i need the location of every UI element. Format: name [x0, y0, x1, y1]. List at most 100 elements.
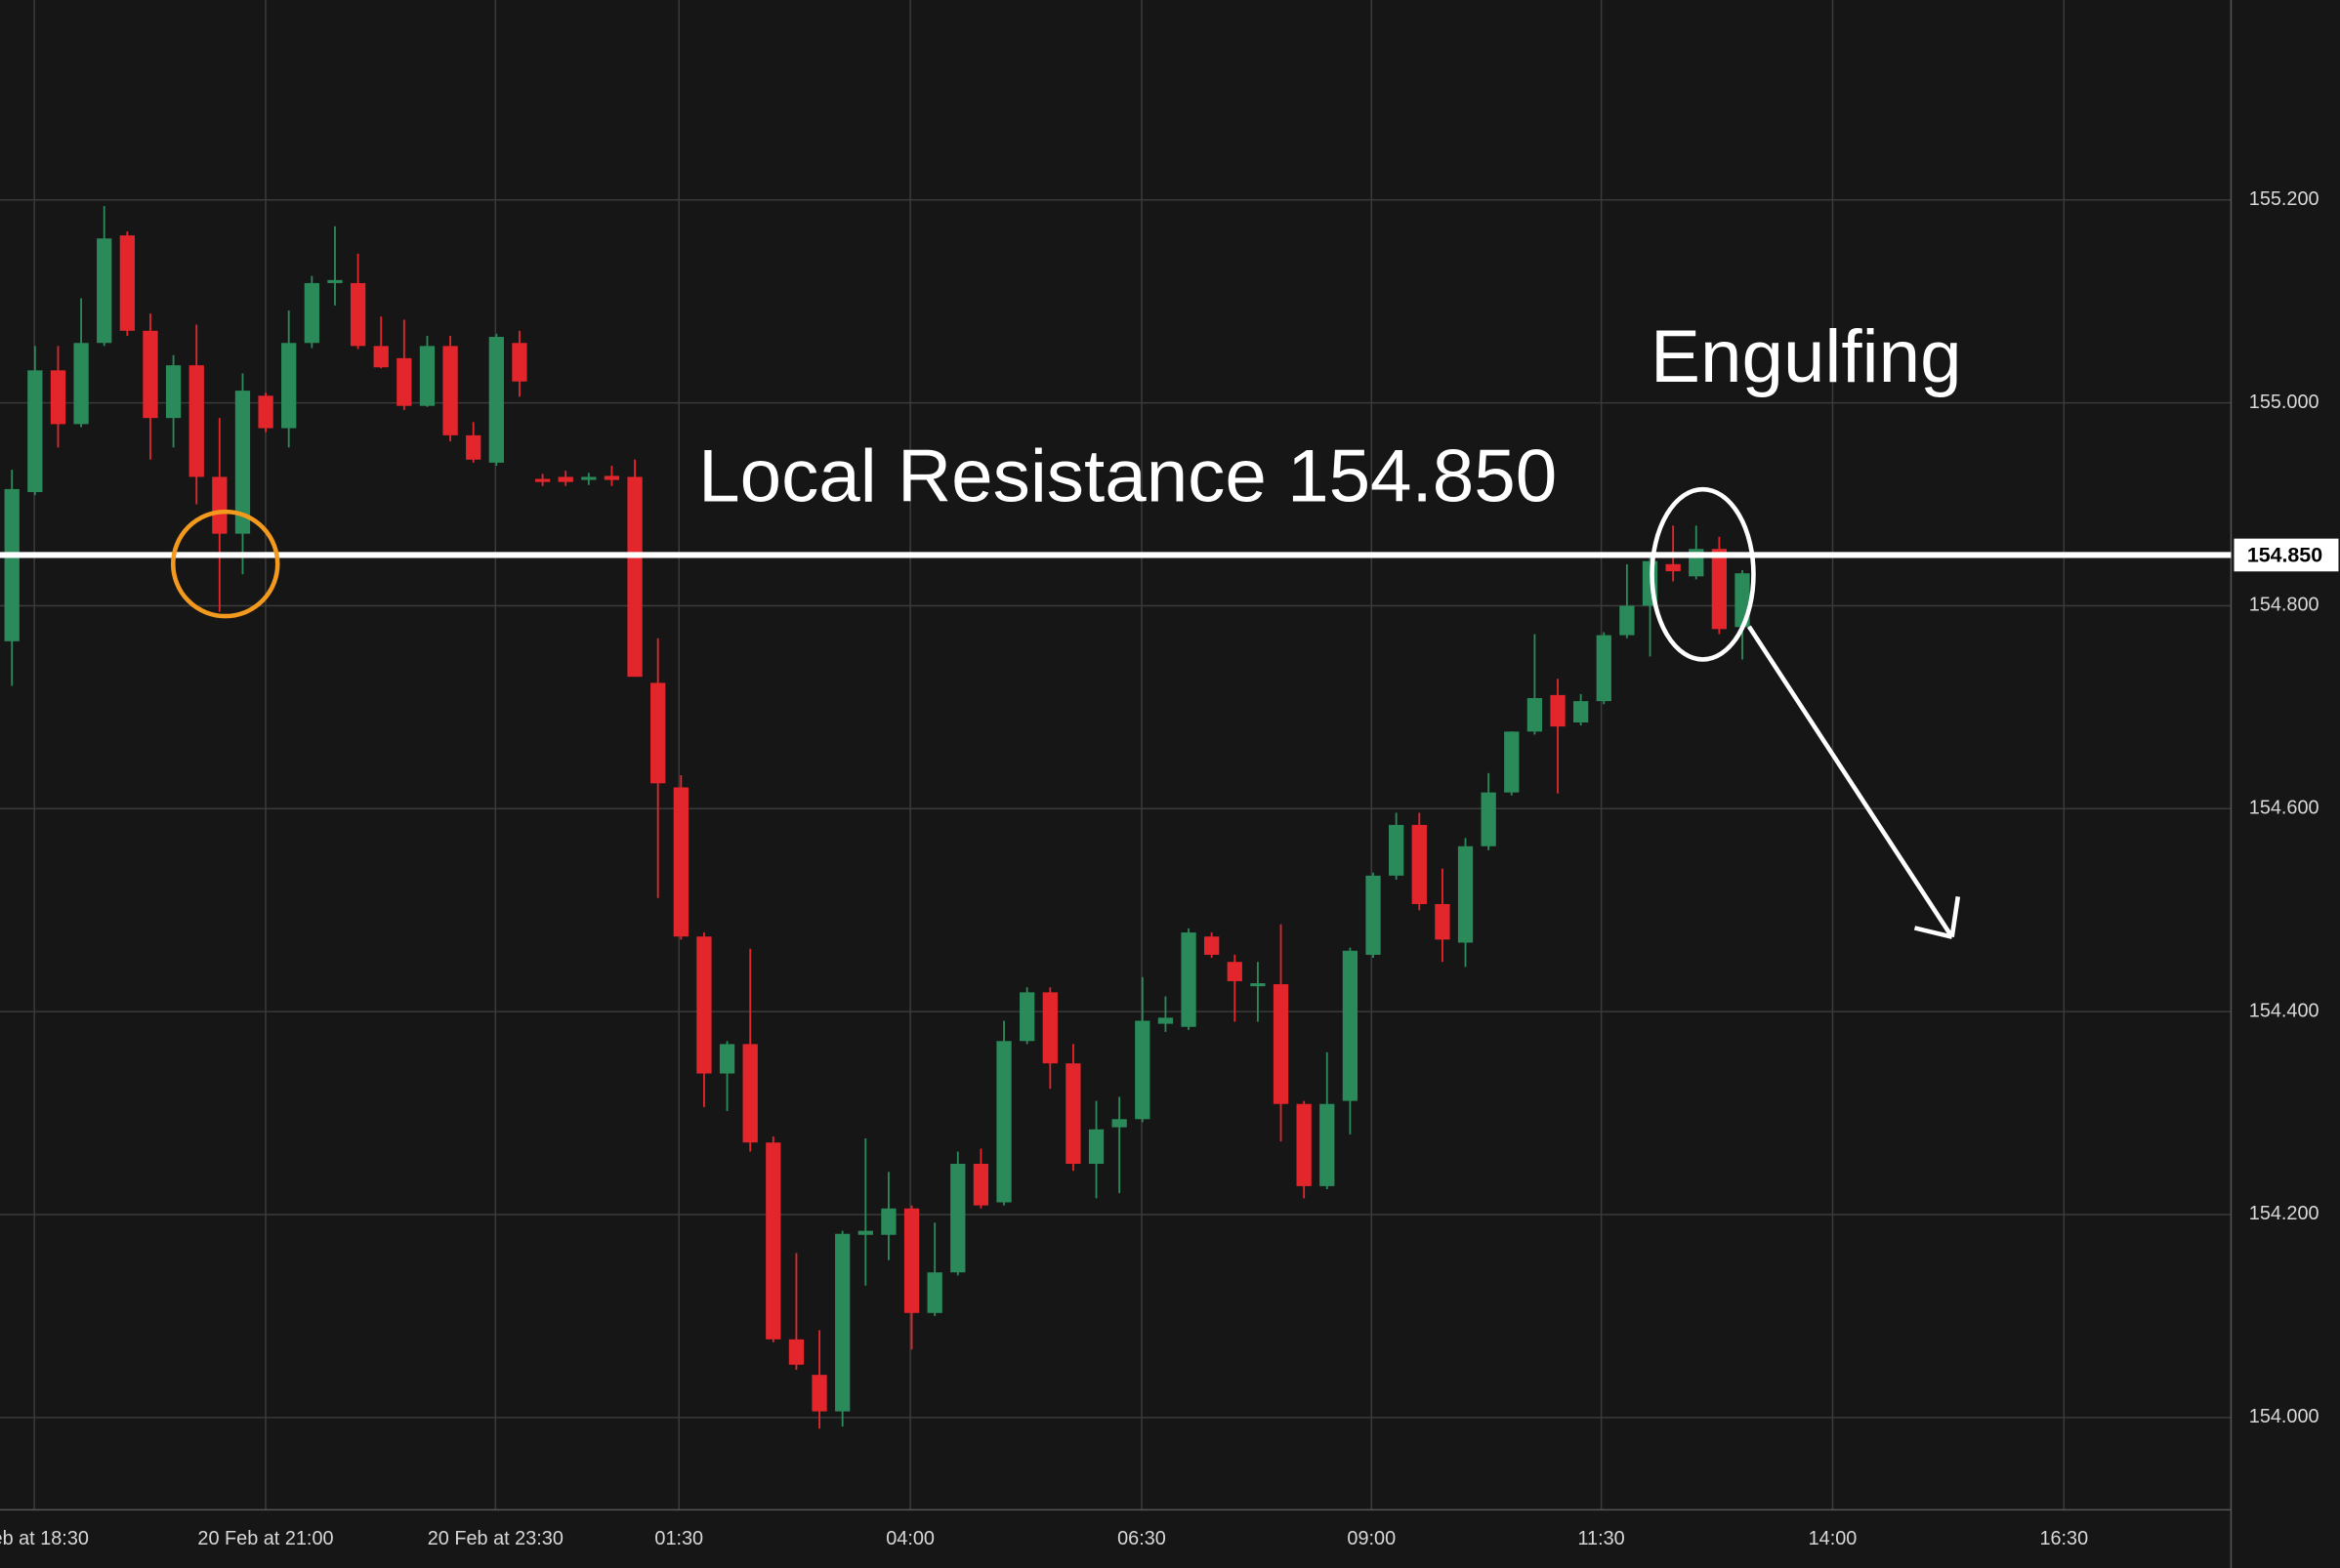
candle-body — [327, 279, 343, 283]
candle-body — [1204, 936, 1220, 955]
annotation: Engulfing — [1651, 315, 1962, 398]
candle-body — [1227, 962, 1242, 981]
candle-body — [512, 343, 527, 382]
candle-body — [1526, 698, 1543, 732]
x-tick-label: 20 Feb at 23:30 — [428, 1528, 564, 1549]
candle-body — [673, 787, 689, 937]
candle-body — [1020, 992, 1035, 1042]
candle-body — [73, 343, 89, 425]
candle-body — [1319, 1103, 1335, 1186]
candle-body — [143, 330, 158, 419]
candle-body — [466, 434, 481, 460]
candle-body — [419, 346, 436, 406]
x-tick-label: 20 Feb at 21:00 — [197, 1528, 333, 1549]
candle-body — [973, 1164, 989, 1206]
candle-body — [397, 357, 412, 406]
candle-body — [788, 1339, 805, 1365]
candle-body — [1181, 932, 1196, 1027]
candle-body — [1665, 563, 1681, 572]
candle-body — [1342, 950, 1358, 1101]
candle-body — [696, 936, 712, 1074]
x-tick-label: 09:00 — [1347, 1528, 1396, 1549]
candle-body — [304, 282, 319, 344]
candle-body — [4, 488, 20, 641]
x-tick-label: Feb at 18:30 — [0, 1528, 89, 1549]
candle-body — [1088, 1129, 1105, 1165]
candle-body — [50, 370, 66, 425]
candle-body — [350, 282, 366, 347]
candle-body — [534, 478, 551, 482]
candle-body — [835, 1233, 851, 1412]
candle-body — [1273, 984, 1289, 1104]
candle-body — [1250, 983, 1266, 987]
candle-body — [1066, 1063, 1081, 1165]
candle-body — [1135, 1020, 1150, 1120]
y-tick-label: 154.800 — [2249, 595, 2319, 616]
candle-body — [604, 475, 620, 480]
y-tick-label: 154.400 — [2249, 1000, 2319, 1021]
candle-body — [1619, 605, 1635, 636]
x-tick-label: 11:30 — [1577, 1528, 1624, 1549]
price-tag-label: 154.850 — [2247, 544, 2322, 567]
candle-body — [165, 365, 182, 419]
candle-body — [1573, 701, 1589, 722]
candle-body — [950, 1164, 966, 1273]
candle-body — [1111, 1119, 1127, 1128]
x-tick-label: 06:30 — [1117, 1528, 1166, 1549]
highlight-ellipse — [1650, 486, 1756, 662]
candle-body — [857, 1230, 873, 1235]
x-tick-label: 04:00 — [886, 1528, 935, 1549]
candle-body — [881, 1208, 897, 1235]
candle-body — [742, 1044, 758, 1143]
arrow — [1746, 625, 1961, 939]
candle-body — [97, 238, 112, 344]
candle-body — [1157, 1017, 1174, 1024]
candle-body — [1504, 731, 1520, 793]
candle-body — [812, 1375, 827, 1412]
candle-body — [1296, 1103, 1312, 1186]
candle-body — [1457, 846, 1474, 943]
candle-body — [558, 476, 573, 482]
grid: 154.000 154.200 154.400 154.600 154.800 155.0… — [0, 0, 2319, 1549]
candle-body — [188, 365, 204, 477]
y-tick-label: 154.600 — [2249, 798, 2319, 819]
candle-body — [766, 1142, 781, 1340]
price-tag — [2234, 538, 2339, 572]
candle-body — [488, 337, 504, 463]
candle-body — [719, 1044, 735, 1074]
candle-body — [119, 235, 135, 331]
candle-body — [27, 370, 43, 493]
candles — [4, 205, 1750, 1429]
y-tick-label: 154.000 — [2249, 1406, 2319, 1427]
y-tick-label: 155.000 — [2249, 392, 2319, 413]
candle-body — [442, 346, 458, 435]
overlays: 154.850 — [0, 538, 2339, 572]
candle-body — [581, 476, 597, 480]
candle-body — [373, 346, 389, 368]
candle-body — [996, 1041, 1012, 1203]
candle-body — [258, 395, 273, 429]
candle-body — [1435, 903, 1450, 940]
candle-body — [650, 682, 666, 784]
highlight-circle — [170, 509, 280, 619]
candle-body — [1411, 824, 1427, 904]
candle-body — [281, 343, 297, 429]
y-tick-label: 154.200 — [2249, 1203, 2319, 1224]
x-tick-label: 16:30 — [2039, 1528, 2088, 1549]
candle-body — [1042, 992, 1058, 1064]
candle-body — [234, 391, 251, 534]
candle-body — [1365, 875, 1381, 955]
candle-body — [627, 476, 643, 678]
candle-body — [1550, 694, 1566, 727]
candle-body — [212, 476, 228, 534]
annotation: Local Resistance 154.850 — [698, 434, 1557, 517]
candle-body — [1596, 635, 1611, 702]
candle-body — [1711, 549, 1728, 630]
x-tick-label: 14:00 — [1809, 1528, 1858, 1549]
candle-body — [927, 1272, 942, 1313]
candle-body — [903, 1208, 920, 1313]
candle-body — [1481, 792, 1496, 846]
